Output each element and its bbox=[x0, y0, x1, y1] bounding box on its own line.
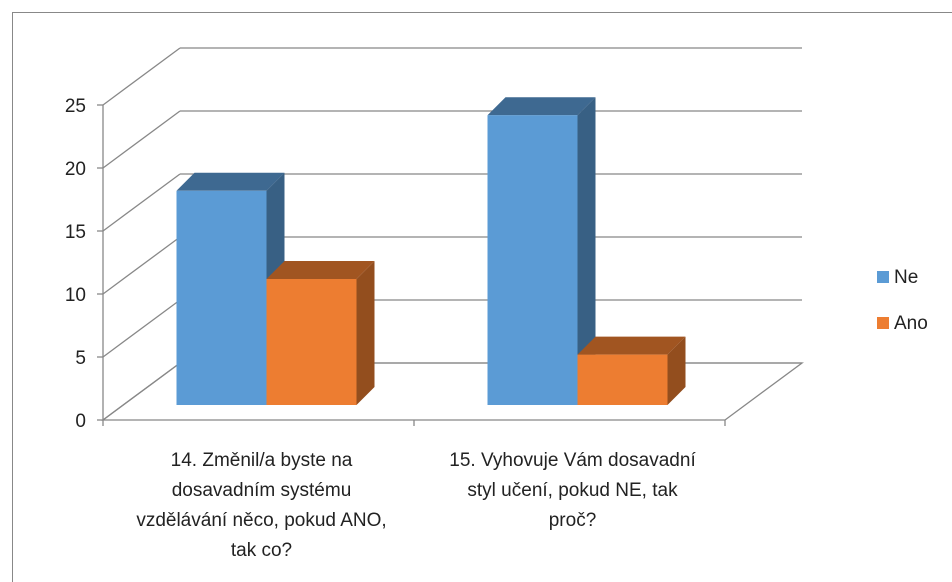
bar-side bbox=[667, 336, 686, 405]
grid-line-side bbox=[102, 362, 181, 421]
bar bbox=[487, 115, 578, 405]
legend-swatch bbox=[877, 317, 889, 329]
y-tick-label: 0 bbox=[75, 411, 86, 432]
bar-top bbox=[487, 97, 596, 116]
legend-label: Ne bbox=[894, 267, 918, 288]
y-tick-label: 5 bbox=[75, 348, 86, 369]
bar bbox=[176, 190, 267, 405]
legend-label: Ano bbox=[894, 313, 928, 334]
x-tick-label: 15. Vyhovuje Vám dosavadní styl učení, p… bbox=[449, 450, 696, 531]
bar-top bbox=[266, 261, 375, 279]
y-tick-label: 15 bbox=[65, 222, 86, 243]
bar-top bbox=[176, 172, 285, 191]
bar-side bbox=[577, 97, 596, 405]
y-tick-label: 10 bbox=[65, 285, 86, 306]
bar bbox=[577, 354, 668, 405]
grid-line-side bbox=[102, 173, 181, 232]
bar-top bbox=[577, 336, 686, 355]
grid-line-side bbox=[102, 110, 181, 169]
y-tick-label: 25 bbox=[65, 96, 86, 117]
bar bbox=[266, 279, 357, 405]
y-tick-label: 20 bbox=[65, 159, 86, 180]
grid-line-side bbox=[102, 299, 181, 358]
x-tick-label: 14. Změnil/a byste na dosavadním systému… bbox=[136, 450, 387, 561]
bar-side bbox=[356, 261, 375, 405]
chart-border bbox=[12, 12, 952, 582]
grid-line-side bbox=[102, 236, 181, 295]
legend-swatch bbox=[877, 271, 889, 283]
grid-line-side bbox=[102, 47, 181, 106]
